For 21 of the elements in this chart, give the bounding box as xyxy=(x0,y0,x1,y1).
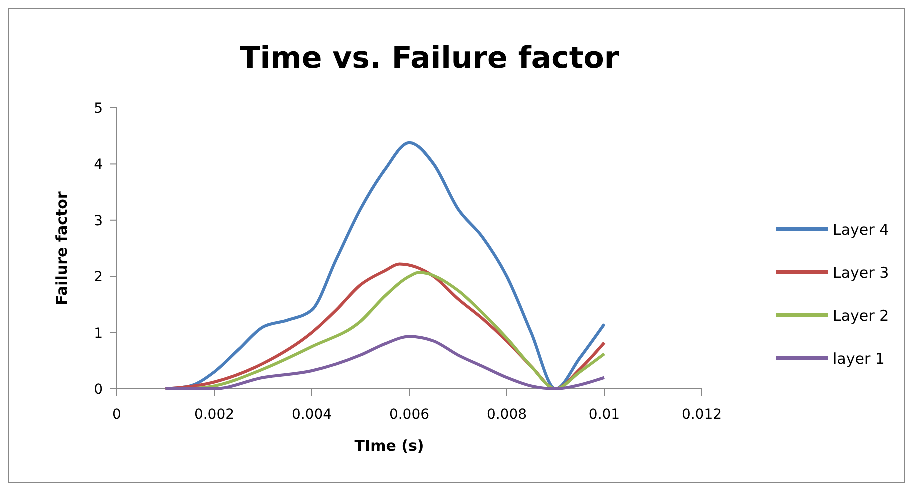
x-axis-title: TIme (s) xyxy=(354,437,424,455)
y-tick-label: 2 xyxy=(94,270,103,286)
y-tick-label: 1 xyxy=(94,326,103,342)
x-tick-label: 0.012 xyxy=(682,407,722,423)
x-tick-label: 0.002 xyxy=(194,407,235,423)
x-tick-label: 0.004 xyxy=(292,407,332,423)
y-tick-label: 3 xyxy=(94,213,103,230)
x-tick-label: 0.008 xyxy=(486,407,528,423)
legend-label: Layer 4 xyxy=(833,221,890,239)
x-tick-label: 0 xyxy=(112,407,122,423)
y-tick-label: 4 xyxy=(94,157,104,174)
x-tick-label: 0.006 xyxy=(389,407,430,423)
x-tick-label: 0.01 xyxy=(588,407,620,423)
chart-title: Time vs. Failure factor xyxy=(240,41,620,76)
y-tick-label: 5 xyxy=(94,101,103,117)
legend-label: Layer 3 xyxy=(833,264,890,282)
y-axis-title: Failure factor xyxy=(53,191,71,306)
y-tick-label: 0 xyxy=(94,382,103,398)
legend-label: Layer 2 xyxy=(833,307,890,325)
line-series xyxy=(164,335,606,390)
legend-label: layer 1 xyxy=(833,350,885,368)
